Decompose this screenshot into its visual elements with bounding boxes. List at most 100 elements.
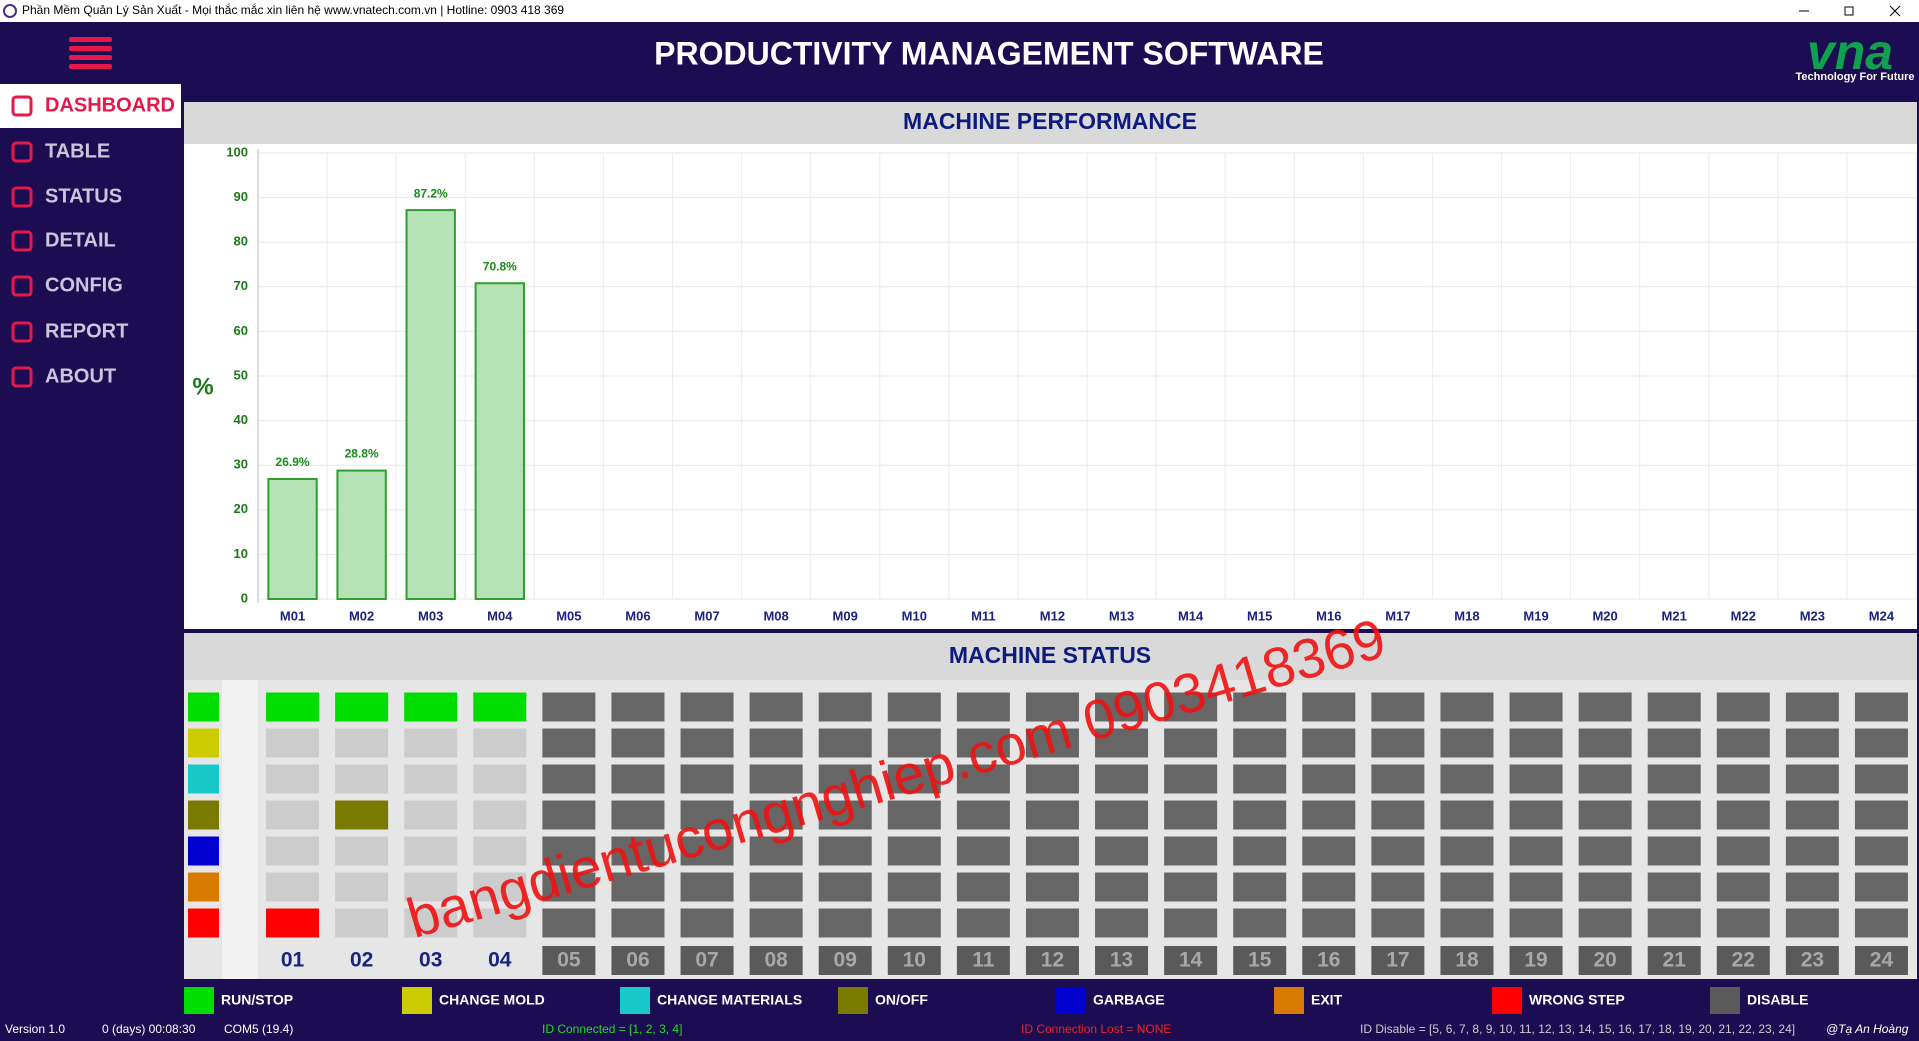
status-cell (818, 692, 872, 722)
menu-icon[interactable] (11, 141, 33, 163)
status-cell (1095, 836, 1149, 866)
machine-number-bg (818, 946, 872, 975)
legend-swatch (838, 987, 868, 1014)
machine-number[interactable]: 24 (1870, 949, 1894, 972)
menu-item[interactable]: CONFIG (45, 274, 123, 296)
hamburger-bar (69, 46, 112, 51)
machine-number[interactable]: 07 (695, 949, 718, 972)
legend-label: CHANGE MOLD (439, 992, 545, 1008)
machine-number[interactable]: 21 (1663, 949, 1687, 972)
status-cell (887, 692, 941, 722)
status-cell (1716, 908, 1770, 938)
bar (267, 478, 318, 600)
window-title: Phần Mềm Quản Lý Sản Xuất - Mọi thắc mắc… (22, 2, 564, 17)
x-tick-label: M19 (1523, 608, 1548, 623)
status-bar-text: 0 (days) 00:08:30 (102, 1022, 196, 1036)
status-cell (611, 800, 665, 830)
machine-number[interactable]: 16 (1317, 949, 1340, 972)
status-cell (1371, 872, 1425, 902)
chart-panel (184, 102, 1917, 629)
status-cell (1025, 872, 1079, 902)
close-button[interactable] (1889, 5, 1901, 17)
machine-number-bg (887, 946, 941, 975)
title-bar (0, 0, 1919, 22)
menu-item[interactable]: DETAIL (45, 229, 116, 251)
machine-number[interactable]: 12 (1041, 949, 1064, 972)
status-cell (956, 728, 1010, 758)
machine-number-bg (1509, 946, 1563, 975)
machine-number[interactable]: 13 (1110, 949, 1133, 972)
menu-icon[interactable] (11, 366, 33, 388)
menu-icon[interactable] (11, 275, 33, 297)
status-cell (1440, 800, 1494, 830)
status-spacer-column (222, 680, 258, 979)
machine-number[interactable]: 04 (488, 949, 512, 972)
status-cell (956, 872, 1010, 902)
machine-number[interactable]: 06 (626, 949, 649, 972)
menu-icon[interactable] (11, 321, 33, 343)
status-cell (1854, 908, 1908, 938)
y-tick-label: 0 (241, 590, 248, 605)
menu-item[interactable]: ABOUT (45, 365, 116, 387)
status-cell (1785, 728, 1839, 758)
machine-number[interactable]: 02 (350, 949, 373, 972)
status-cell (404, 872, 458, 902)
status-cell (887, 836, 941, 866)
status-cell (680, 836, 734, 866)
x-tick-label: M22 (1731, 608, 1756, 623)
menu-item[interactable]: DASHBOARD (45, 94, 175, 116)
machine-number[interactable]: 11 (972, 949, 995, 972)
machine-number-bg (1371, 946, 1425, 975)
menu-icon[interactable] (11, 95, 33, 117)
legend-swatch (1056, 987, 1086, 1014)
machine-number[interactable]: 05 (557, 949, 581, 972)
menu-item[interactable]: TABLE (45, 140, 110, 162)
menu-item[interactable]: STATUS (45, 185, 122, 207)
status-cell (473, 908, 527, 938)
x-tick-label: M12 (1040, 608, 1065, 623)
machine-number[interactable]: 20 (1593, 949, 1616, 972)
machine-number[interactable]: 14 (1179, 949, 1203, 972)
machine-number[interactable]: 17 (1386, 949, 1409, 972)
hamburger-menu[interactable] (69, 37, 112, 69)
status-key (188, 728, 219, 758)
machine-number[interactable]: 10 (903, 949, 926, 972)
bar (405, 209, 456, 600)
menu-item[interactable]: REPORT (45, 320, 128, 342)
legend-label: DISABLE (1747, 992, 1808, 1008)
menu-icon[interactable] (11, 186, 33, 208)
machine-number-bg (1578, 946, 1632, 975)
machine-number[interactable]: 18 (1455, 949, 1479, 972)
status-cell (266, 692, 320, 722)
machine-number[interactable]: 23 (1801, 949, 1824, 972)
status-key (188, 908, 219, 938)
legend-swatch (620, 987, 650, 1014)
machine-number[interactable]: 19 (1524, 949, 1547, 972)
logo-slogan: Technology For Future (1796, 71, 1915, 83)
status-cell (473, 692, 527, 722)
machine-number[interactable]: 22 (1732, 949, 1755, 972)
status-cell (266, 800, 320, 830)
status-cell (749, 836, 803, 866)
machine-number[interactable]: 15 (1248, 949, 1272, 972)
status-cell (887, 908, 941, 938)
x-tick-label: M05 (556, 608, 581, 623)
status-cell (1785, 764, 1839, 794)
hamburger-bar (69, 55, 112, 60)
status-bar-text: @Tạ An Hoàng (1826, 1022, 1909, 1036)
status-cell (1647, 872, 1701, 902)
machine-number[interactable]: 03 (419, 949, 442, 972)
x-tick-label: M08 (763, 608, 788, 623)
machine-number[interactable]: 08 (764, 949, 788, 972)
status-cell (1164, 692, 1218, 722)
machine-number[interactable]: 09 (834, 949, 857, 972)
menu-icon[interactable] (11, 230, 33, 252)
status-cell (749, 764, 803, 794)
status-cell (1785, 872, 1839, 902)
status-cell (542, 872, 596, 902)
status-cell (1716, 764, 1770, 794)
restore-button[interactable] (1844, 6, 1854, 16)
x-tick-label: M14 (1178, 608, 1204, 623)
status-cell (1095, 728, 1149, 758)
machine-number[interactable]: 01 (281, 949, 305, 972)
